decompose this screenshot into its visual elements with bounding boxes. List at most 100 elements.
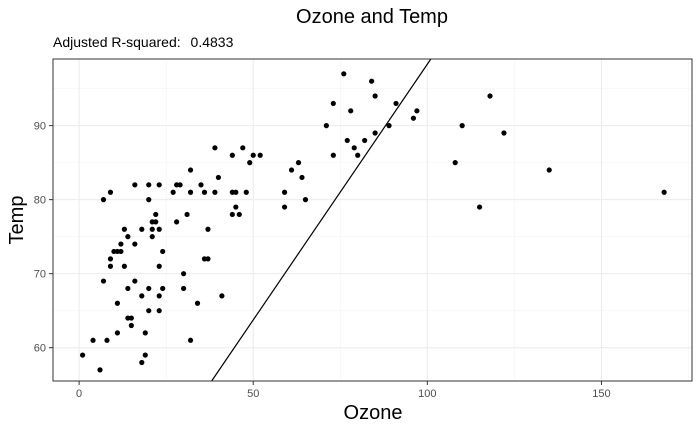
data-point: [302, 197, 309, 203]
data-point: [100, 278, 107, 284]
data-point: [121, 263, 127, 269]
chart-subtitle: Adjusted R-squared: 0.4833: [53, 34, 234, 50]
data-point: [243, 189, 249, 195]
y-tick-label: 60: [34, 343, 46, 355]
data-point: [369, 78, 375, 84]
data-point: [452, 160, 458, 166]
data-point: [386, 123, 392, 129]
data-point: [180, 285, 187, 292]
data-point: [205, 256, 211, 262]
y-tick-label: 80: [34, 195, 46, 207]
data-point: [330, 100, 336, 107]
data-point: [139, 293, 145, 299]
data-point: [107, 263, 114, 269]
data-point: [236, 211, 242, 218]
data-point: [114, 330, 121, 336]
data-point: [156, 263, 162, 269]
data-point: [247, 160, 253, 166]
panel-border: [52, 58, 693, 382]
data-point: [194, 300, 201, 306]
data-point: [100, 197, 107, 203]
data-point: [344, 137, 350, 144]
y-tick-label: 70: [34, 269, 46, 281]
data-point: [414, 108, 420, 114]
data-point: [156, 182, 162, 188]
data-point: [160, 285, 166, 292]
data-point: [132, 278, 138, 284]
data-point: [229, 152, 235, 158]
data-point: [201, 189, 208, 195]
data-point: [476, 204, 483, 210]
data-point: [132, 241, 138, 247]
data-point: [233, 189, 239, 195]
regression-line: [211, 58, 432, 382]
data-point: [257, 152, 263, 158]
grid: [53, 59, 692, 381]
data-point: [156, 308, 162, 314]
data-point: [372, 130, 378, 136]
data-point: [146, 285, 152, 292]
data-point: [128, 322, 134, 329]
data-point: [212, 189, 218, 195]
data-point: [149, 226, 155, 232]
data-point: [180, 271, 187, 277]
data-point: [121, 226, 127, 232]
data-point: [128, 315, 134, 321]
data-point: [250, 152, 256, 158]
subtitle-label: Adjusted R-squared:: [53, 34, 181, 50]
y-tick-label: 90: [34, 121, 46, 133]
data-point: [97, 367, 103, 373]
data-point: [125, 285, 131, 292]
data-point: [142, 352, 148, 358]
data-point: [351, 145, 357, 151]
data-point: [146, 182, 152, 188]
data-point: [215, 174, 222, 181]
data-point: [546, 167, 552, 173]
data-point: [104, 337, 110, 343]
axis-ticks: 0 50 100 150 60 70 80 90: [34, 121, 611, 400]
data-point: [79, 352, 86, 358]
data-point: [118, 241, 124, 247]
data-point: [229, 211, 235, 218]
x-tick-label: 150: [592, 388, 610, 400]
data-point: [146, 197, 152, 203]
data-point: [177, 182, 183, 188]
data-point: [118, 248, 124, 255]
data-point: [198, 182, 204, 188]
data-point: [174, 219, 180, 225]
data-point: [219, 293, 225, 299]
data-point: [281, 189, 288, 195]
data-point: [142, 330, 148, 336]
data-point: [348, 108, 354, 114]
data-point: [153, 211, 159, 218]
data-point: [107, 256, 114, 262]
chart-title: Ozone and Temp: [296, 6, 448, 28]
data-point: [355, 152, 361, 158]
points: [79, 71, 667, 373]
data-point: [288, 167, 295, 173]
data-point: [90, 337, 96, 343]
data-point: [205, 226, 211, 232]
data-point: [107, 189, 114, 195]
data-point: [146, 308, 152, 314]
data-point: [125, 234, 131, 240]
x-tick-label: 0: [76, 388, 82, 400]
data-point: [362, 137, 368, 144]
data-point: [410, 115, 417, 121]
x-axis-title: Ozone: [344, 402, 403, 424]
data-point: [372, 93, 378, 99]
data-point: [160, 248, 166, 255]
data-point: [295, 160, 302, 166]
x-tick-label: 100: [418, 388, 436, 400]
subtitle-value: 0.4833: [191, 34, 234, 50]
data-point: [299, 174, 305, 181]
data-point: [323, 123, 329, 129]
data-point: [501, 130, 507, 136]
data-point: [187, 337, 194, 343]
data-point: [459, 123, 465, 129]
data-point: [184, 211, 190, 218]
y-axis-title: Temp: [6, 196, 28, 245]
data-point: [149, 234, 155, 240]
data-point: [139, 359, 145, 366]
